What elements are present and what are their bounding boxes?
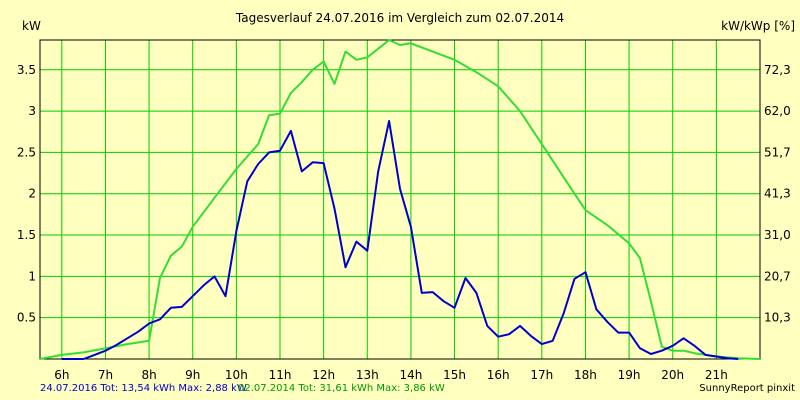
x-tick-label: 10h [225,368,248,382]
y-tick-label-left: 1 [28,269,36,283]
x-tick-label: 6h [54,368,69,382]
y-tick-label-left: 3.5 [17,63,36,77]
x-tick-label: 14h [399,368,422,382]
x-tick-label: 21h [705,368,728,382]
y-tick-label-right: 31,0 [764,228,791,242]
tick-labels: 6h 7h 8h 9h 10h 11h 12h 13h 14h 15h 16h 17h 18h 19h 20… [17,63,791,382]
x-tick-label: 16h [487,368,510,382]
footer-credit: SunnyReport pinxit [699,383,795,394]
y-tick-label-right: 51,7 [764,145,791,159]
y-tick-label-left: 1.5 [17,228,36,242]
x-tick-label: 15h [443,368,466,382]
y-tick-label-right: 41,3 [764,187,791,201]
y-tick-label-right: 62,0 [764,104,791,118]
y-tick-label-right: 20,7 [764,269,791,283]
y-tick-label-right: 72,3 [764,63,791,77]
plot-frame [39,39,761,360]
y-axis-right-label: kW/kWp [%] [721,19,795,33]
x-tick-label: 20h [661,368,684,382]
x-tick-label: 18h [574,368,597,382]
x-tick-label: 12h [312,368,335,382]
series-layer [39,39,761,360]
x-tick-label: 11h [269,368,292,382]
series-line-2014 [39,39,761,360]
x-tick-label: 7h [98,368,113,382]
x-tick-label: 17h [530,368,553,382]
series-line-2016 [61,120,739,360]
chart-title: Tagesverlauf 24.07.2016 im Vergleich zum… [235,11,564,25]
y-tick-label-left: 2 [28,187,36,201]
x-tick-label: 13h [356,368,379,382]
y-tick-label-left: 2.5 [17,145,36,159]
y-axis-left-label: kW [22,19,41,33]
footer-series-2016: 24.07.2016 Tot: 13,54 kWh Max: 2,88 kW [40,383,247,394]
y-tick-label-right: 10,3 [764,311,791,325]
x-tick-label: 8h [141,368,156,382]
grid [40,40,760,359]
x-tick-label: 19h [618,368,641,382]
footer-series-2014: 02.07.2014 Tot: 31,61 kWh Max: 3,86 kW [238,383,445,394]
y-tick-label-left: 3 [28,104,36,118]
y-tick-label-left: 0.5 [17,311,36,325]
x-tick-label: 9h [185,368,200,382]
